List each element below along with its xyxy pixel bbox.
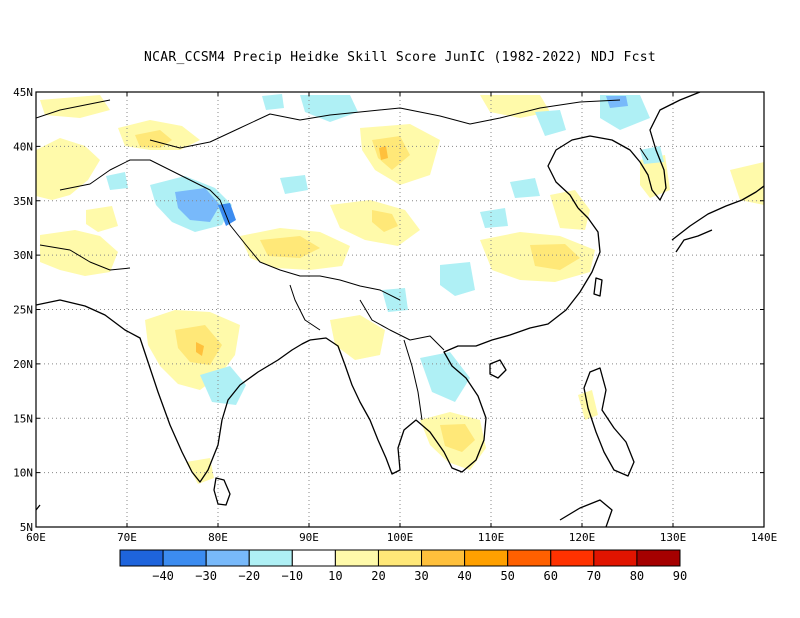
lon-tick-label: 130E (660, 531, 687, 544)
skill-patch (218, 203, 236, 226)
lat-tick-label: 45N (13, 86, 33, 99)
latitude-axis: 45N 40N 35N 30N 25N 20N 15N 10N 5N (13, 86, 764, 534)
colorbar: −40 −30 −20 −10 10 20 30 40 50 60 70 80 90 (119, 549, 687, 583)
skill-patch (86, 206, 118, 232)
colorbar-swatch (507, 549, 552, 567)
skill-patch (260, 236, 320, 258)
skill-patch (480, 95, 550, 118)
colorbar-swatch (248, 549, 293, 567)
skill-patch (186, 458, 214, 484)
coastline-taiwan (593, 277, 603, 297)
colorbar-swatch (636, 549, 681, 567)
coastline-india (36, 299, 311, 483)
skill-patch (480, 208, 508, 228)
colorbar-swatch (291, 549, 336, 567)
colorbar-label: 50 (500, 569, 514, 583)
colorbar-label: −30 (195, 569, 217, 583)
border-lines (59, 159, 401, 301)
colorbar-swatch (421, 549, 466, 567)
lon-tick-label: 80E (208, 531, 228, 544)
skill-patch (280, 175, 308, 194)
lon-tick-label: 70E (117, 531, 137, 544)
skill-patch (440, 424, 475, 452)
coastlines (36, 92, 764, 527)
border-lines (36, 99, 111, 119)
lon-tick-label: 90E (299, 531, 319, 544)
skill-patch (372, 210, 398, 232)
lat-tick-label: 35N (13, 195, 33, 208)
coastline-philippines (583, 367, 635, 477)
coastline-japan-south (675, 229, 713, 253)
colorbar-label: 60 (544, 569, 558, 583)
skill-patch (640, 146, 664, 164)
lat-tick-label: 40N (13, 140, 33, 153)
colorbar-swatch (205, 549, 250, 567)
skill-patch (106, 172, 128, 190)
skill-patch (510, 178, 540, 198)
colorbar-swatch (119, 549, 164, 567)
colorbar-label: −40 (152, 569, 174, 583)
longitude-axis: 60E 70E 80E 90E 100E 110E 120E 130E 140E (26, 92, 777, 544)
lon-tick-label: 140E (751, 531, 778, 544)
border-lines (403, 339, 423, 421)
colorbar-swatch (162, 549, 207, 567)
skill-patch (530, 244, 580, 270)
skill-patch (730, 162, 764, 205)
coastline-se-asia (309, 207, 601, 475)
border-lines (639, 147, 649, 161)
border-lines (359, 299, 445, 351)
colorbar-swatch (377, 549, 423, 567)
skill-patch (606, 96, 628, 108)
skill-patch (36, 138, 100, 200)
colorbar-swatch (334, 549, 379, 567)
colorbar-label: 20 (371, 569, 385, 583)
coastline-borneo (559, 499, 613, 527)
colorbar-label: 70 (587, 569, 601, 583)
skill-patch (175, 188, 220, 222)
coastline-sumatra (36, 504, 41, 511)
colorbar-swatch (464, 549, 509, 567)
lat-tick-label: 15N (13, 412, 33, 425)
skill-patch (440, 262, 475, 296)
colorbar-label: −20 (238, 569, 260, 583)
lon-tick-label: 110E (478, 531, 505, 544)
graticule (36, 92, 764, 527)
colorbar-label: −10 (281, 569, 303, 583)
skill-patch (550, 190, 590, 230)
colorbar-label: 80 (630, 569, 644, 583)
coastline-china-east (547, 92, 701, 209)
lon-tick-label: 120E (569, 531, 596, 544)
coastline-sri-lanka (213, 477, 231, 506)
lat-tick-label: 25N (13, 304, 33, 317)
colorbar-label: 30 (414, 569, 428, 583)
skill-patch (330, 315, 385, 360)
chart-title: NCAR_CCSM4 Precip Heidke Skill Score Jun… (144, 50, 656, 65)
border-lines (39, 244, 131, 271)
colorbar-swatch (593, 549, 638, 567)
coastline-japan (671, 185, 764, 241)
skill-score-field (36, 94, 764, 484)
skill-patch (379, 146, 388, 160)
skill-patch (535, 110, 566, 136)
lat-tick-label: 5N (20, 521, 33, 534)
lon-tick-label: 100E (387, 531, 414, 544)
lat-tick-label: 20N (13, 358, 33, 371)
skill-patch (420, 352, 470, 402)
skill-patch (262, 94, 284, 110)
skill-patch (196, 342, 204, 356)
colorbar-label: 40 (457, 569, 471, 583)
lat-tick-label: 30N (13, 249, 33, 262)
border-lines (149, 99, 621, 149)
colorbar-swatch (550, 549, 595, 567)
lon-tick-label: 60E (26, 531, 46, 544)
coastline-hainan (489, 359, 507, 379)
lat-tick-label: 10N (13, 467, 33, 480)
border-lines (289, 284, 321, 331)
skill-patch (40, 230, 118, 276)
colorbar-label: 90 (673, 569, 687, 583)
skill-patch (300, 95, 358, 122)
colorbar-label: 10 (328, 569, 342, 583)
skill-patch (200, 366, 246, 405)
